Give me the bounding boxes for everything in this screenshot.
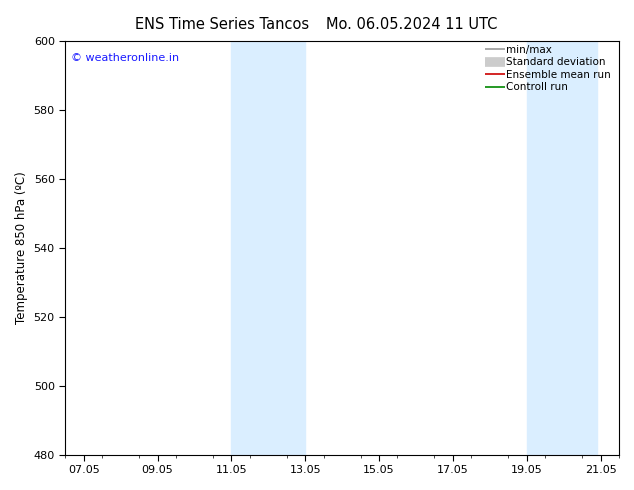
Text: © weatheronline.in: © weatheronline.in xyxy=(71,53,179,64)
Text: ENS Time Series Tancos: ENS Time Series Tancos xyxy=(135,17,309,32)
Bar xyxy=(527,41,597,455)
Y-axis label: Temperature 850 hPa (ºC): Temperature 850 hPa (ºC) xyxy=(15,172,28,324)
Bar xyxy=(231,41,305,455)
Legend: min/max, Standard deviation, Ensemble mean run, Controll run: min/max, Standard deviation, Ensemble me… xyxy=(481,42,618,96)
Text: Mo. 06.05.2024 11 UTC: Mo. 06.05.2024 11 UTC xyxy=(327,17,498,32)
